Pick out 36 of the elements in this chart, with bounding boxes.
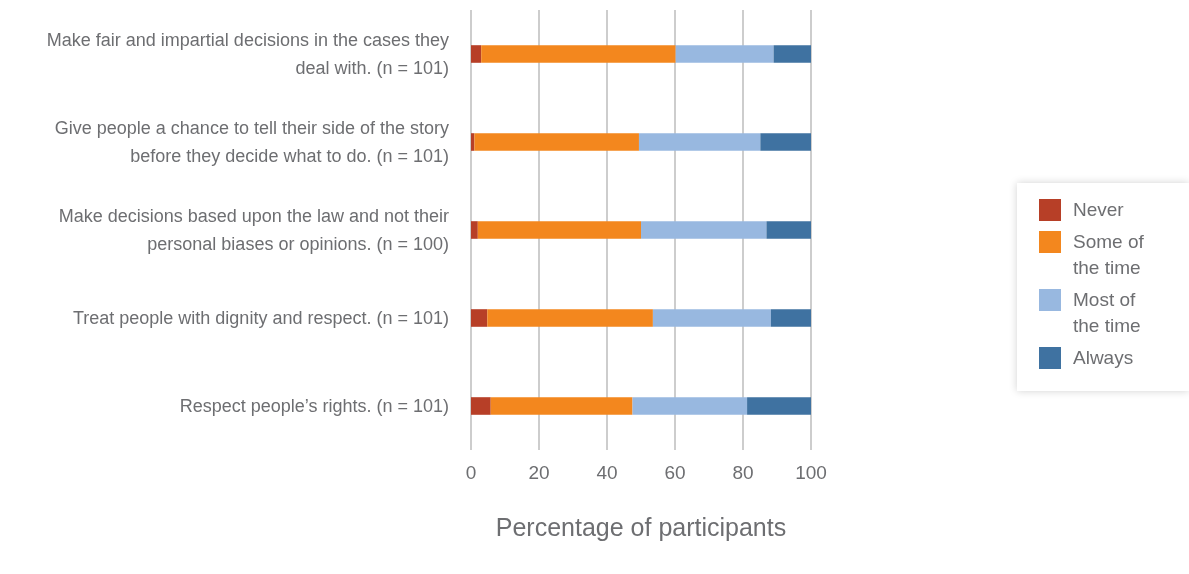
x-tick-label: 40 xyxy=(596,462,618,484)
bar xyxy=(471,309,488,327)
x-axis-title: Percentage of participants xyxy=(495,513,787,541)
bar xyxy=(490,397,633,415)
x-tick-label: 0 xyxy=(465,462,477,484)
x-tick-label: 100 xyxy=(795,462,827,484)
x-tick-label: 20 xyxy=(528,462,550,484)
y-tick-label: Give people a chance to tell their side of the story before they decide what to do. (n = 101) xyxy=(54,118,449,166)
bar xyxy=(760,133,811,151)
y-tick-label: Make decisions based upon the law and not their personal biases or opinions. (n = 100) xyxy=(58,206,449,254)
bar xyxy=(675,45,774,63)
bar xyxy=(641,221,767,239)
legend-label: Most of the time xyxy=(1073,288,1142,338)
bar xyxy=(632,397,748,415)
bar xyxy=(747,397,811,415)
legend-label: Always xyxy=(1073,346,1135,370)
bar xyxy=(638,133,761,151)
bar xyxy=(471,221,478,239)
bar xyxy=(481,45,676,63)
bar xyxy=(652,309,771,327)
legend-label: Some of the time xyxy=(1073,230,1145,280)
bar xyxy=(471,45,482,63)
bar xyxy=(766,221,811,239)
bar xyxy=(471,133,475,151)
legend-label: Never xyxy=(1073,198,1125,222)
bar xyxy=(487,309,653,327)
bar xyxy=(477,221,641,239)
x-tick-label: 60 xyxy=(664,462,686,484)
y-tick-label: Respect people’s rights. (n = 101) xyxy=(179,396,449,416)
y-tick-label: Treat people with dignity and respect. (n = 101) xyxy=(72,308,449,328)
bar xyxy=(773,45,811,63)
bar xyxy=(471,397,491,415)
bar xyxy=(770,309,811,327)
x-tick-label: 80 xyxy=(732,462,754,484)
y-tick-label: Make fair and impartial decisions in the cases they deal with. (n = 101) xyxy=(46,30,449,78)
bar xyxy=(474,133,639,151)
